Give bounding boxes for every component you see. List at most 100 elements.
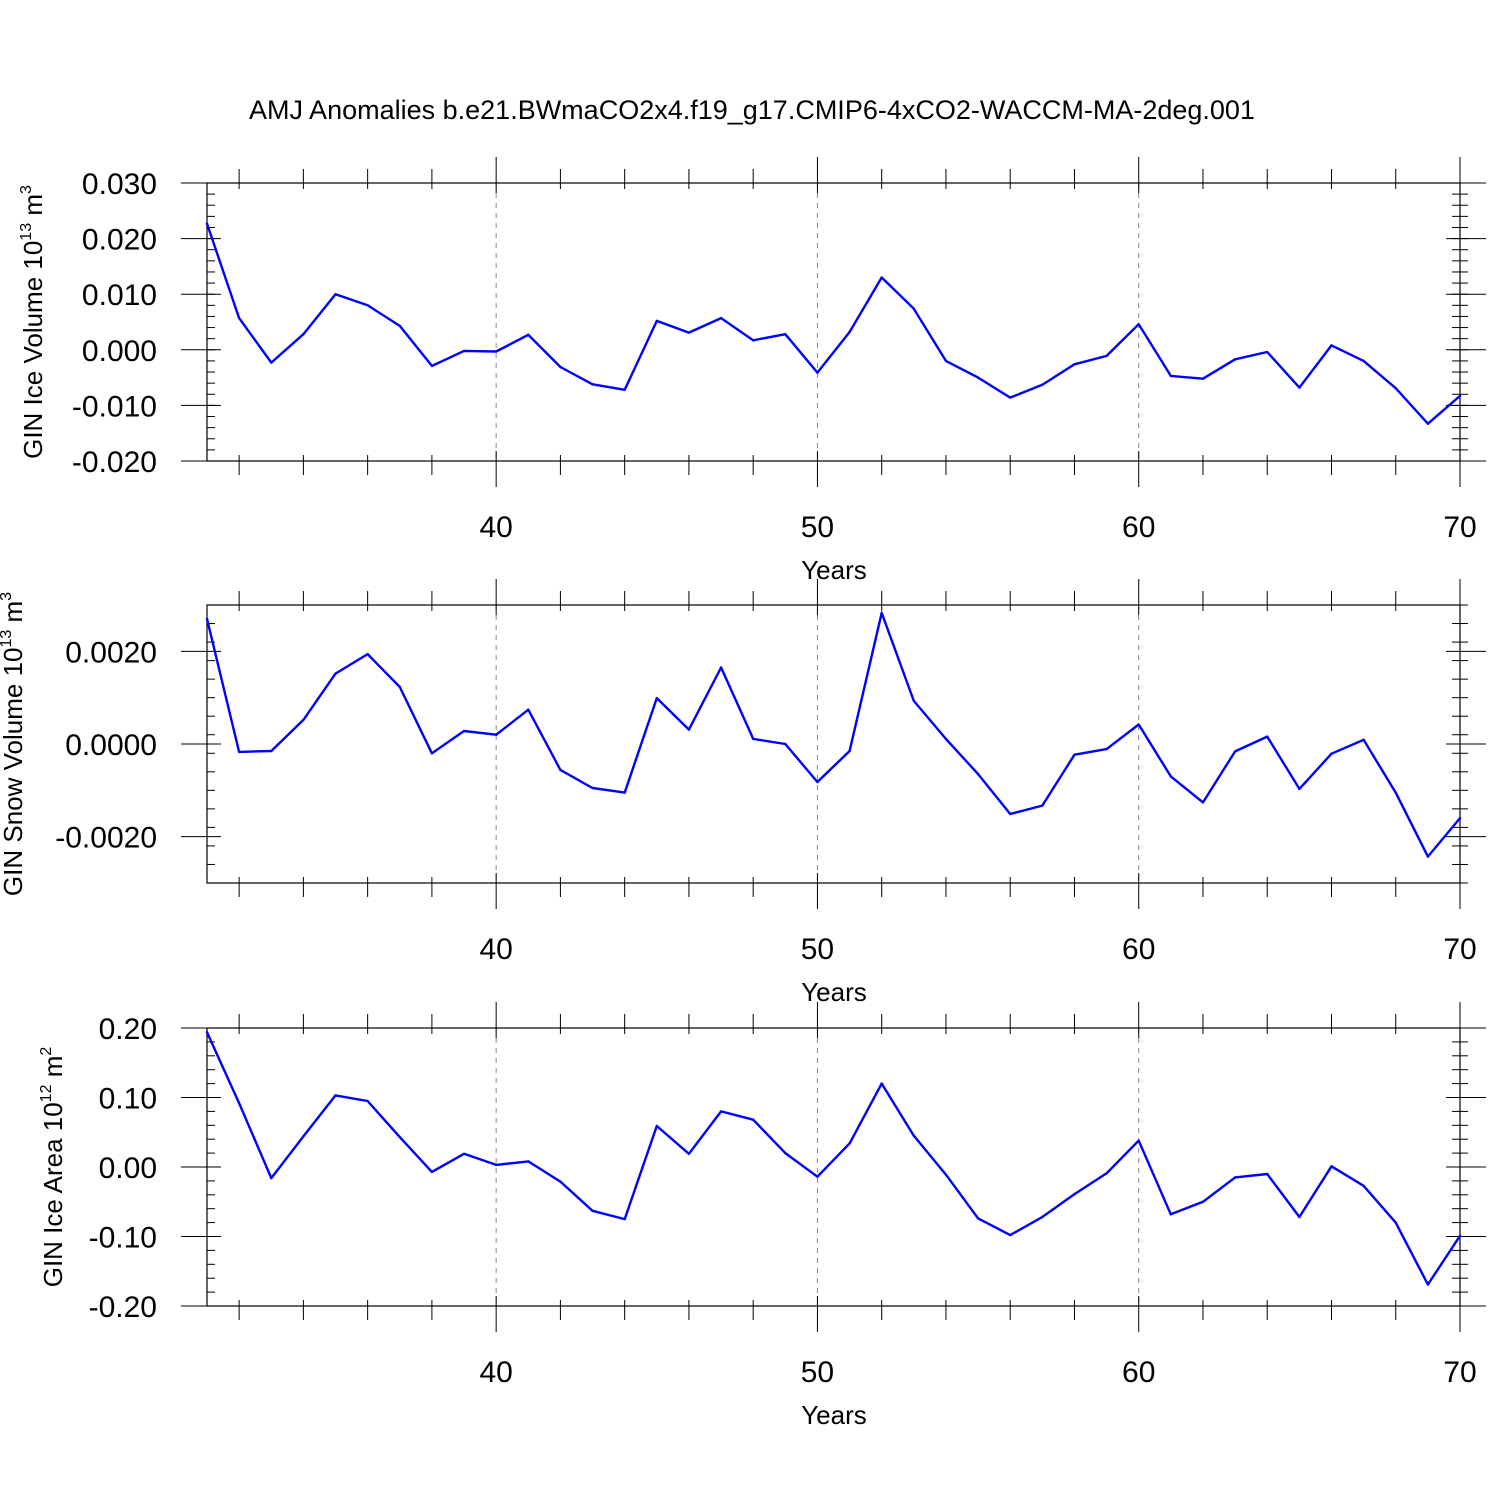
data-point	[302, 333, 305, 336]
data-point	[784, 742, 787, 746]
data-point	[302, 1135, 305, 1138]
data-point	[687, 1152, 691, 1155]
data-point	[205, 222, 209, 225]
data-point	[1426, 855, 1430, 858]
y-axis-label-unit-exponent: 3	[0, 592, 15, 601]
y-axis-label: GIN Ice Area 1012 m2	[38, 1047, 68, 1288]
y-tick-label: -0.010	[72, 390, 157, 423]
data-point	[1266, 735, 1269, 738]
data-point	[719, 316, 723, 320]
data-point	[559, 1180, 562, 1183]
data-point	[751, 737, 755, 741]
data-point	[976, 772, 980, 776]
data-point	[366, 652, 369, 656]
data-point	[848, 749, 851, 753]
data-point	[1169, 775, 1173, 778]
series-line	[205, 1031, 1462, 1286]
chart-title: AMJ Anomalies b.e21.BWmaCO2x4.f19_g17.CM…	[249, 95, 1255, 125]
data-point	[430, 752, 434, 755]
data-point	[1426, 1283, 1430, 1286]
data-point	[591, 786, 594, 790]
x-tick-label: 40	[479, 933, 512, 966]
y-tick-label: -0.0020	[55, 822, 157, 855]
x-axis-label: Years	[801, 555, 867, 585]
plot-frame	[206, 1027, 1461, 1307]
data-point	[880, 276, 883, 279]
data-point	[1201, 1200, 1205, 1203]
data-point	[1137, 323, 1140, 326]
y-tick-label: -0.20	[89, 1291, 157, 1324]
data-point	[1105, 1172, 1108, 1175]
data-point	[1009, 812, 1012, 816]
y-axis-label: GIN Snow Volume 1013 m3	[0, 592, 28, 896]
data-point	[430, 1170, 434, 1174]
y-axis-label-prefix: GIN Ice Volume 10	[18, 241, 48, 459]
data-point	[1105, 747, 1108, 751]
data-point	[334, 672, 337, 675]
data-point	[1394, 791, 1397, 794]
data-point	[816, 780, 819, 784]
data-point	[848, 330, 851, 334]
y-axis-label-prefix: GIN Ice Area 10	[38, 1102, 68, 1287]
data-point	[1201, 377, 1205, 380]
y-axis-label-exponent: 13	[0, 630, 15, 648]
data-point	[1330, 344, 1333, 347]
data-point	[912, 307, 916, 310]
x-tick-label: 50	[801, 1356, 834, 1389]
data-point	[1458, 816, 1462, 820]
data-point	[398, 685, 401, 689]
data-point	[1169, 374, 1173, 378]
data-point	[912, 1134, 916, 1137]
data-point	[1298, 386, 1301, 389]
data-point	[1362, 738, 1365, 742]
data-point	[1041, 804, 1044, 807]
data-point	[462, 349, 466, 353]
data-point	[591, 1209, 594, 1212]
y-tick-label: 0.20	[99, 1013, 157, 1046]
y-tick-label: 0.010	[82, 279, 157, 312]
data-point	[784, 1151, 787, 1155]
y-axis-label: GIN Ice Volume 1013 m3	[18, 185, 48, 459]
x-tick-label: 60	[1122, 1356, 1155, 1389]
y-axis-label-middle: m	[38, 1056, 68, 1085]
x-tick-label: 40	[479, 511, 512, 544]
y-tick-label: 0.0020	[65, 636, 157, 669]
x-tick-label: 40	[479, 1356, 512, 1389]
y-axis-label-prefix: GIN Snow Volume 10	[0, 648, 28, 897]
panel-2: -0.0020 0.0000 0.0020 40 50 60 70 Years GIN Snow…	[0, 579, 1486, 1007]
data-point	[1073, 363, 1076, 366]
data-point	[1073, 753, 1076, 756]
data-point	[462, 729, 466, 733]
data-point	[816, 1175, 819, 1178]
data-point	[976, 376, 980, 379]
data-point	[719, 1110, 723, 1113]
data-point	[751, 1118, 755, 1121]
data-point	[1458, 1234, 1462, 1238]
data-point	[559, 768, 562, 772]
panel-1: -0.020 -0.010 0.000 0.010 0.020 0.030 40 50 60 70…	[18, 157, 1486, 585]
x-tick-label: 60	[1122, 933, 1155, 966]
data-point	[1394, 386, 1397, 390]
data-point	[655, 696, 658, 700]
data-point	[1169, 1213, 1173, 1216]
data-point	[944, 737, 948, 741]
data-point	[591, 383, 594, 386]
y-axis-label-exponent: 13	[18, 223, 35, 241]
data-point	[1137, 1139, 1140, 1142]
data-point	[430, 364, 434, 368]
data-point	[944, 359, 948, 363]
data-point	[848, 1142, 851, 1145]
data-point	[719, 666, 723, 669]
data-point	[494, 733, 498, 736]
x-tick-label: 70	[1443, 511, 1476, 544]
data-point	[1041, 1215, 1044, 1219]
data-point	[237, 750, 241, 754]
data-point	[270, 749, 273, 753]
data-point	[237, 316, 241, 320]
data-point	[1362, 1184, 1365, 1187]
data-point	[334, 293, 337, 296]
x-tick-label: 70	[1443, 1356, 1476, 1389]
data-point	[398, 324, 401, 328]
data-point	[1137, 723, 1140, 726]
